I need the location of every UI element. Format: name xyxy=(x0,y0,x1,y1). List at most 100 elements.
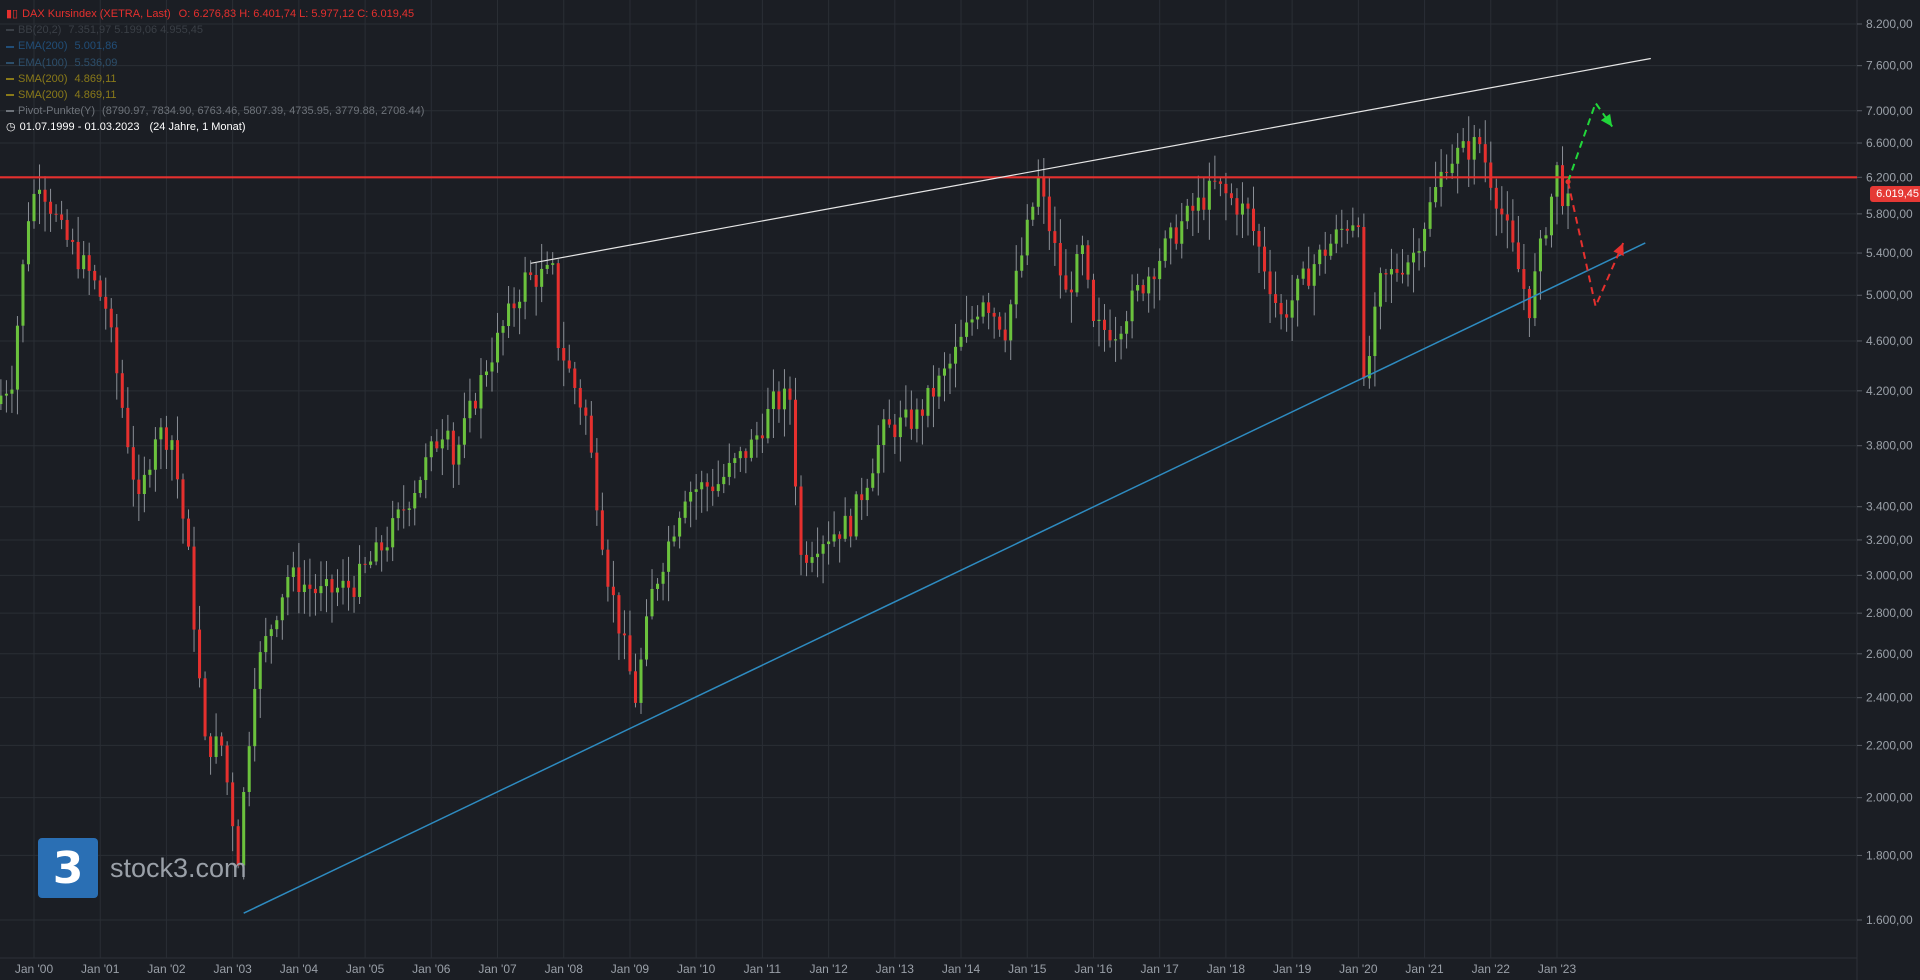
candle-body xyxy=(374,542,378,562)
candle-body xyxy=(451,430,455,465)
candle-body xyxy=(1439,171,1443,188)
candle-body xyxy=(722,476,726,485)
candle-body xyxy=(49,201,53,214)
candle-body xyxy=(948,363,952,369)
candle-body xyxy=(578,387,582,408)
candle-body xyxy=(871,473,875,488)
candle-body xyxy=(1461,141,1465,148)
candle-body xyxy=(1097,319,1101,322)
candle-body xyxy=(600,510,604,550)
upper-trendline xyxy=(530,57,1651,264)
candle-body xyxy=(484,371,489,376)
candle-body xyxy=(650,588,654,617)
legend-indicator-row[interactable]: EMA(200) 5.001,86 xyxy=(6,38,424,54)
candle-body xyxy=(1042,177,1046,197)
candle-body xyxy=(1108,329,1112,341)
candle-body xyxy=(407,508,411,510)
candle-body xyxy=(1279,302,1283,315)
candle-body xyxy=(1494,187,1498,209)
candle-body xyxy=(1091,279,1095,322)
legend-duration: (24 Jahre, 1 Monat) xyxy=(149,121,246,134)
candle-body xyxy=(507,303,511,327)
legend-ohlc: O: 6.276,83 H: 6.401,74 L: 5.977,12 C: 6… xyxy=(178,8,415,20)
indicator-values: 5.001,86 xyxy=(74,40,118,53)
legend-main-row[interactable]: ▮▯ DAX Kursindex (XETRA, Last) O: 6.276,… xyxy=(6,6,424,22)
candle-body xyxy=(98,280,102,297)
candle-body xyxy=(832,534,836,542)
candle-body xyxy=(816,553,820,558)
candle-body xyxy=(198,629,202,679)
candle-body xyxy=(1229,193,1233,199)
bearish-scenario-start-dot xyxy=(1565,179,1571,185)
y-tick-label: 4.600,00 xyxy=(1866,334,1913,348)
candle-body xyxy=(358,563,362,597)
candle-body xyxy=(683,501,687,518)
legend-indicator-row[interactable]: SMA(200) 4.869,11 xyxy=(6,71,424,87)
candle-body xyxy=(457,444,461,465)
candle-body xyxy=(1522,269,1526,289)
candle-body xyxy=(1268,271,1272,295)
candle-body xyxy=(186,518,191,547)
y-tick-label: 3.000,00 xyxy=(1866,568,1913,582)
candle-body xyxy=(496,332,500,363)
indicator-values: 5.536,09 xyxy=(74,56,118,69)
candle-body xyxy=(755,435,759,440)
candle-body xyxy=(1356,225,1360,228)
candle-body xyxy=(860,494,864,501)
candle-body xyxy=(446,430,450,440)
candle-body xyxy=(341,580,345,588)
legend-indicator-row[interactable]: EMA(100) 5.536,09 xyxy=(6,55,424,71)
candle-body xyxy=(893,424,897,438)
candle-body xyxy=(738,451,742,459)
candle-body xyxy=(1445,171,1449,173)
candle-body xyxy=(534,274,538,287)
candle-body xyxy=(1014,270,1018,305)
x-tick-label: Jan '02 xyxy=(147,962,186,976)
candle-body xyxy=(462,418,466,445)
candle-body xyxy=(352,587,356,597)
lower-trendline xyxy=(243,242,1646,914)
x-tick-label: Jan '00 xyxy=(15,962,54,976)
x-tick-label: Jan '07 xyxy=(478,962,517,976)
candle-body xyxy=(1218,181,1222,184)
candle-body xyxy=(269,629,273,637)
candle-body xyxy=(142,474,146,495)
y-tick-label: 7.000,00 xyxy=(1866,104,1913,118)
candle-body xyxy=(264,636,268,653)
candle-body xyxy=(573,368,577,388)
candle-body xyxy=(827,541,831,545)
candle-body xyxy=(435,441,439,449)
candle-body xyxy=(87,255,91,271)
candle-body xyxy=(766,408,770,439)
candle-body xyxy=(54,213,58,215)
candle-body xyxy=(15,325,19,390)
indicator-swatch xyxy=(6,29,14,32)
candle-body xyxy=(920,409,924,416)
candle-body xyxy=(562,348,566,361)
candle-body xyxy=(82,255,86,270)
candle-body xyxy=(1307,268,1311,286)
candle-body xyxy=(324,579,328,587)
x-tick-label: Jan '13 xyxy=(876,962,915,976)
candle-body xyxy=(970,319,974,323)
candle-body xyxy=(617,595,621,634)
candle-body xyxy=(71,239,75,242)
legend-indicator-row[interactable]: BB(20,2) 7.351,97 5.199,06 4.955,45 xyxy=(6,22,424,38)
x-tick-label: Jan '03 xyxy=(213,962,252,976)
candle-body xyxy=(1467,141,1471,160)
y-tick-label: 5.000,00 xyxy=(1866,288,1913,302)
legend-date-range-row: ◷ 01.07.1999 - 01.03.2023 (24 Jahre, 1 M… xyxy=(6,119,424,135)
candle-body xyxy=(1301,268,1305,279)
candle-body xyxy=(1274,294,1278,303)
indicator-swatch xyxy=(6,110,14,113)
candle-body xyxy=(987,302,991,313)
indicator-swatch xyxy=(6,94,14,97)
candle-body xyxy=(1505,214,1509,221)
indicator-label: SMA(200) xyxy=(18,72,68,85)
candle-body xyxy=(32,193,36,222)
legend-indicator-row[interactable]: SMA(200) 4.869,11 xyxy=(6,87,424,103)
y-tick-label: 3.200,00 xyxy=(1866,533,1913,547)
candle-body xyxy=(1345,228,1349,231)
legend-indicator-row[interactable]: Pivot-Punkte(Y) (8790.97, 7834.90, 6763.4… xyxy=(6,103,424,119)
